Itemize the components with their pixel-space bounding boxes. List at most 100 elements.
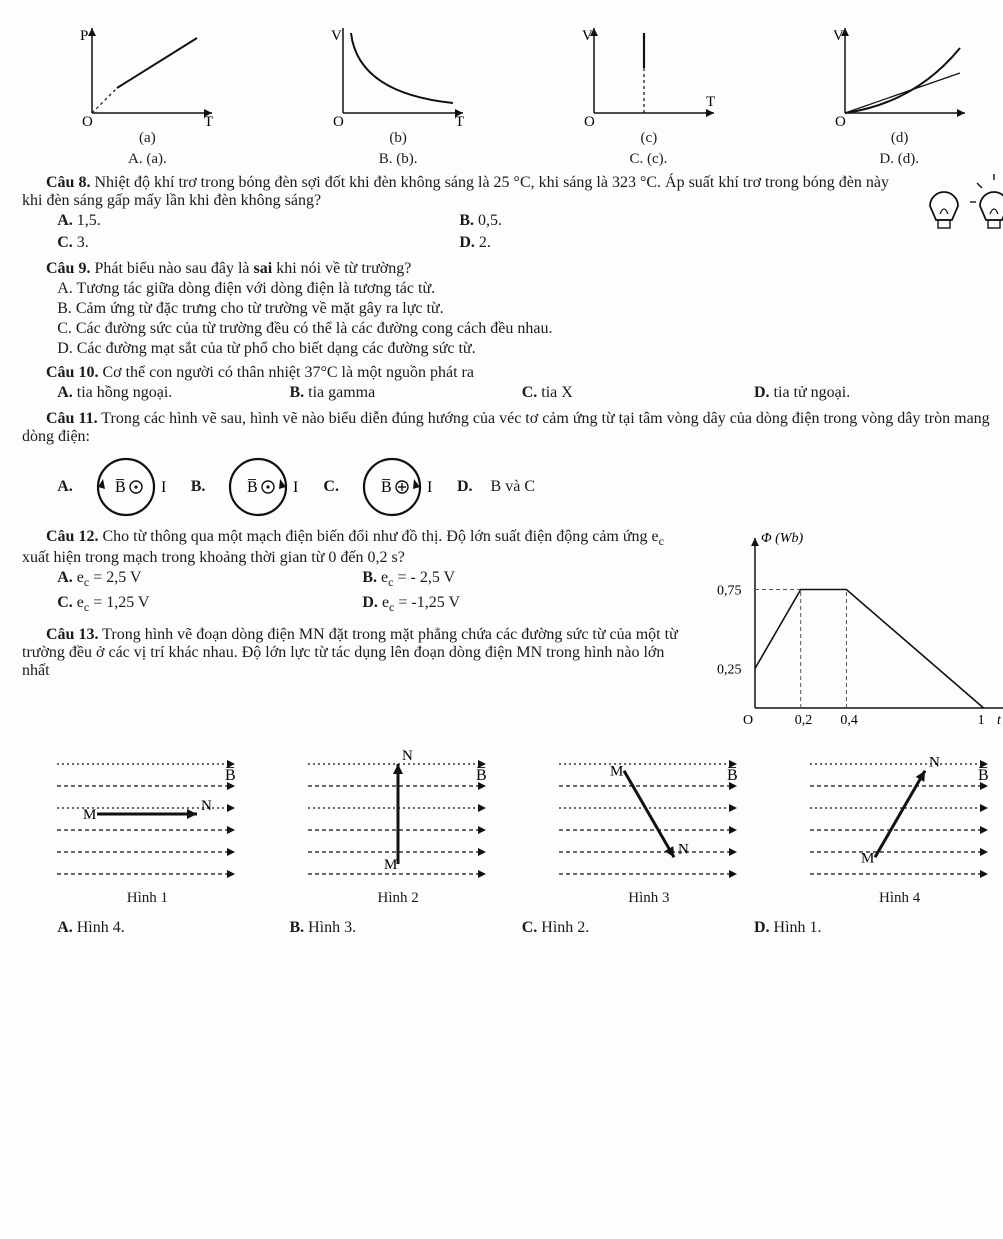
svg-text:M: M (861, 850, 874, 866)
q10-opt-b: B. tia gamma (289, 384, 521, 402)
plot-b-caption: (b) (389, 130, 407, 147)
opt-b: B. (b). (379, 151, 418, 168)
q9-opt-d: D. Các đường mạt sắt của từ phổ cho biết… (57, 340, 1003, 358)
svg-text:B̅: B̅ (247, 478, 258, 496)
plot-c-svg: V T O (574, 18, 724, 128)
top-plots-row: P T O (a) V T O (b) V T O (c) (22, 18, 1003, 147)
q13-h3: B̅MN Hình 3 (549, 744, 749, 907)
plot-b-svg: V T O (323, 18, 473, 128)
opt-c: C. (c). (629, 151, 667, 168)
q13-stem: Câu 13. Trong hình vẽ đoạn dòng điện MN … (22, 626, 693, 680)
q13-h2: B̅MN Hình 2 (298, 744, 498, 907)
q10-opt-c: C. tia X (522, 384, 754, 402)
q10: Câu 10. Cơ thể con người có thân nhiệt 3… (22, 364, 1003, 404)
q10-opt-d: D. tia tử ngoại. (754, 384, 986, 402)
svg-text:O: O (82, 114, 93, 128)
plot-a: P T O (a) (72, 18, 222, 147)
q9-opt-a: A. Tương tác giữa dòng điện với dòng điệ… (57, 280, 1003, 298)
plot-d-caption: (d) (891, 130, 909, 147)
q11-stem: Câu 11. Trong các hình vẽ sau, hình vẽ n… (22, 410, 1003, 446)
plot-c: V T O (c) (574, 18, 724, 147)
bulb-icons (905, 174, 1003, 244)
q13-opt-b: B. Hình 3. (289, 919, 521, 937)
q13-opt-c: C. Hình 2. (522, 919, 754, 937)
svg-text:M: M (83, 807, 96, 823)
plot-b: V T O (b) (323, 18, 473, 147)
q9-opt-c: C. Các đường sức của từ trường đều có th… (57, 320, 1003, 338)
q12-stem: Câu 12. Cho từ thông qua một mạch điện b… (22, 528, 693, 567)
svg-text:O: O (584, 114, 595, 128)
q11-c-label: C. (323, 478, 339, 496)
q11: Câu 11. Trong các hình vẽ sau, hình vẽ n… (22, 410, 1003, 522)
plot-d-svg: V O (825, 18, 975, 128)
q8-opt-d: D. 2. (459, 234, 861, 252)
plot-c-caption: (c) (641, 130, 658, 147)
plot-a-caption: (a) (139, 130, 156, 147)
plot-c-xaxis: T (706, 94, 715, 110)
q8-stem: Câu 8. Nhiệt độ khí trơ trong bóng đèn s… (22, 174, 895, 210)
q11-opt-d: B và C (491, 478, 535, 496)
svg-text:t (s): t (s) (997, 713, 1003, 728)
svg-text:O: O (333, 114, 344, 128)
svg-text:0,25: 0,25 (717, 663, 742, 678)
q13-h4: B̅MN Hình 4 (800, 744, 1000, 907)
q11-b-label: B. (191, 478, 206, 496)
svg-text:B̅: B̅ (476, 766, 487, 784)
svg-text:O: O (743, 713, 753, 728)
svg-text:I: I (427, 479, 432, 496)
svg-text:O: O (835, 114, 846, 128)
svg-text:Φ (Wb): Φ (Wb) (761, 531, 803, 546)
svg-text:B̅: B̅ (225, 766, 236, 784)
svg-text:N: N (678, 841, 689, 857)
q9-opt-b: B. Cảm ứng từ đặc trưng cho từ trường về… (57, 300, 1003, 318)
q11-circle-a: B̅ I (91, 452, 177, 522)
svg-text:0,75: 0,75 (717, 584, 742, 599)
plot-a-svg: P T O (72, 18, 222, 128)
svg-text:N: N (929, 755, 940, 771)
q8-opt-c: C. 3. (57, 234, 459, 252)
svg-text:B̅: B̅ (978, 766, 989, 784)
svg-text:0,2: 0,2 (795, 713, 813, 728)
q12: Câu 12. Cho từ thông qua một mạch điện b… (22, 528, 1003, 738)
q12-opt-c: C. ec = 1,25 V (57, 594, 362, 615)
q8: Câu 8. Nhiệt độ khí trơ trong bóng đèn s… (22, 174, 1003, 254)
svg-text:1: 1 (978, 713, 985, 728)
q11-circle-b: B̅ I (223, 452, 309, 522)
svg-text:0,4: 0,4 (840, 713, 858, 728)
q13-opt-a: A. Hình 4. (57, 919, 289, 937)
plot-b-xaxis: T (455, 114, 464, 128)
q13-figs: B̅MN Hình 1 B̅MN Hình 2 B̅MN Hình 3 B̅MN… (22, 744, 1003, 907)
opt-a: A. (a). (128, 151, 167, 168)
svg-text:M: M (384, 857, 397, 873)
plot-a-yaxis: P (80, 28, 88, 44)
top-answer-row: A. (a). B. (b). C. (c). D. (d). (22, 151, 1003, 168)
q10-opt-a: A. tia hồng ngoại. (57, 384, 289, 402)
q9-stem: Câu 9. Phát biểu nào sau đây là sai khi … (22, 260, 1003, 278)
svg-text:N: N (201, 798, 212, 814)
q9: Câu 9. Phát biểu nào sau đây là sai khi … (22, 260, 1003, 358)
svg-text:I: I (293, 479, 298, 496)
plot-b-yaxis: V (331, 28, 342, 44)
q8-opt-b: B. 0,5. (459, 212, 861, 230)
svg-text:I: I (161, 479, 166, 496)
q12-opt-d: D. ec = -1,25 V (362, 594, 667, 615)
q12-chart: Φ (Wb) t (s) O 0,2 0,4 1 0,25 0,75 (705, 528, 1003, 738)
q8-opt-a: A. 1,5. (57, 212, 459, 230)
plot-d: V O (d) (825, 18, 975, 147)
q13-opt-d: D. Hình 1. (754, 919, 986, 937)
svg-text:B̅: B̅ (115, 478, 126, 496)
plot-c-yaxis: V (582, 28, 593, 44)
plot-a-xaxis: T (204, 114, 213, 128)
q11-d-label: D. (457, 478, 473, 496)
q13-h1: B̅MN Hình 1 (47, 744, 247, 907)
svg-text:B̅: B̅ (727, 766, 738, 784)
opt-d: D. (d). (879, 151, 919, 168)
svg-text:B̅: B̅ (381, 478, 392, 496)
q12-opt-b: B. ec = - 2,5 V (362, 569, 667, 590)
plot-d-yaxis: V (833, 28, 844, 44)
q11-circle-c: B̅ I (357, 452, 443, 522)
svg-text:M: M (610, 764, 623, 780)
svg-text:N: N (402, 748, 413, 764)
q10-stem: Câu 10. Cơ thể con người có thân nhiệt 3… (22, 364, 1003, 382)
q11-a-label: A. (57, 478, 73, 496)
